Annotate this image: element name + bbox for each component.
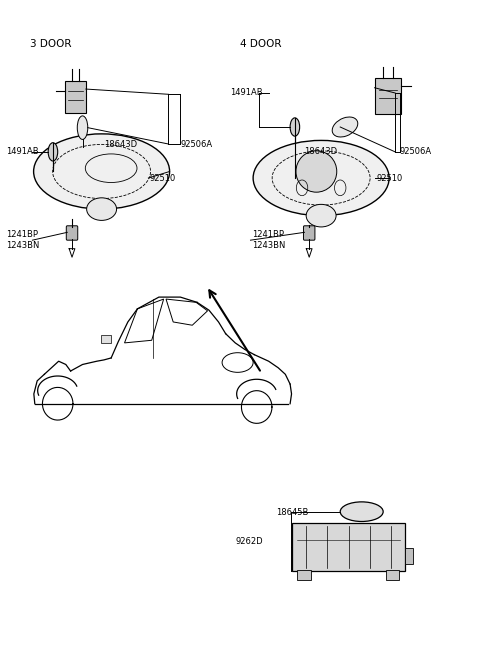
- Ellipse shape: [34, 134, 169, 209]
- Ellipse shape: [290, 118, 300, 136]
- Text: 92510: 92510: [149, 173, 176, 183]
- Bar: [297, 570, 311, 580]
- Text: 4 DOOR: 4 DOOR: [240, 39, 281, 49]
- Text: 1243BN: 1243BN: [252, 241, 285, 250]
- Ellipse shape: [296, 151, 337, 193]
- Bar: [65, 81, 86, 112]
- Text: 1491AB: 1491AB: [6, 147, 39, 156]
- Text: 18643D: 18643D: [104, 139, 137, 148]
- Ellipse shape: [306, 204, 336, 227]
- Text: 18643D: 18643D: [304, 147, 337, 156]
- Text: 3 DOOR: 3 DOOR: [30, 39, 72, 49]
- Text: 92506A: 92506A: [400, 147, 432, 156]
- Text: 18645B: 18645B: [276, 509, 308, 518]
- Text: 1241BP: 1241BP: [6, 231, 38, 239]
- Text: 92506A: 92506A: [180, 139, 213, 148]
- Bar: [292, 524, 405, 570]
- Bar: [374, 78, 401, 114]
- Ellipse shape: [87, 198, 117, 220]
- Text: 1243BN: 1243BN: [6, 241, 39, 250]
- Bar: [101, 335, 111, 343]
- Ellipse shape: [332, 117, 358, 137]
- Ellipse shape: [340, 502, 383, 522]
- Text: 9262D: 9262D: [235, 537, 263, 545]
- Text: 1491AB: 1491AB: [230, 89, 263, 97]
- Ellipse shape: [48, 143, 58, 161]
- Bar: [385, 570, 399, 580]
- FancyBboxPatch shape: [66, 226, 78, 240]
- Text: 1241BP: 1241BP: [252, 231, 284, 239]
- Ellipse shape: [77, 116, 88, 139]
- Bar: [405, 548, 413, 564]
- Ellipse shape: [253, 141, 389, 215]
- FancyBboxPatch shape: [303, 226, 315, 240]
- Text: 92510: 92510: [376, 173, 402, 183]
